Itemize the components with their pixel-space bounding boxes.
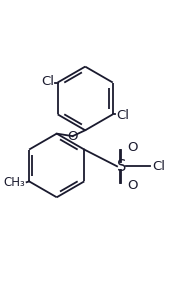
Text: S: S [117, 159, 126, 174]
Text: Cl: Cl [41, 75, 54, 88]
Text: O: O [127, 179, 138, 192]
Text: CH₃: CH₃ [4, 176, 25, 189]
Text: Cl: Cl [152, 160, 165, 173]
Text: O: O [67, 130, 78, 143]
Text: O: O [127, 141, 138, 154]
Text: Cl: Cl [116, 109, 129, 122]
